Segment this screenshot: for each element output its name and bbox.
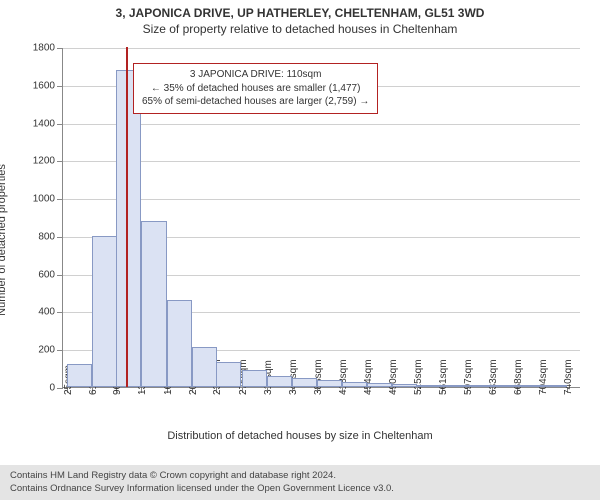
annotation-line: 3 JAPONICA DRIVE: 110sqm (142, 68, 369, 82)
annotation-line: 65% of semi-detached houses are larger (… (142, 95, 369, 109)
histogram-bar (267, 376, 292, 387)
histogram-bar (242, 370, 267, 387)
x-tick-label: 525sqm (413, 359, 424, 395)
plot-area: 02004006008001000120014001600180025sqm61… (62, 48, 580, 388)
x-tick-label: 418sqm (338, 359, 349, 395)
histogram-bar (467, 385, 492, 387)
y-tick-label: 1400 (33, 118, 63, 129)
histogram-bar (367, 383, 392, 387)
histogram-bar (192, 347, 217, 387)
histogram-bar (216, 362, 241, 387)
histogram-bar (317, 380, 342, 387)
annotation-box: 3 JAPONICA DRIVE: 110sqm ← 35% of detach… (133, 63, 378, 114)
x-tick-label: 561sqm (438, 359, 449, 395)
histogram-bar (542, 385, 567, 387)
histogram-bar (392, 384, 417, 387)
chart-title-main: 3, JAPONICA DRIVE, UP HATHERLEY, CHELTEN… (0, 0, 600, 20)
histogram-bar (342, 382, 367, 387)
footer: Contains HM Land Registry data © Crown c… (0, 465, 600, 500)
histogram-bar (141, 221, 166, 387)
chart-title-sub: Size of property relative to detached ho… (0, 20, 600, 40)
y-tick-label: 400 (38, 307, 63, 318)
histogram-bar (292, 378, 317, 387)
y-tick-label: 1000 (33, 194, 63, 205)
histogram-bar (167, 300, 192, 387)
x-axis-label: Distribution of detached houses by size … (0, 430, 600, 442)
footer-line: Contains HM Land Registry data © Crown c… (10, 470, 590, 482)
y-tick-label: 1600 (33, 80, 63, 91)
x-tick-label: 490sqm (388, 359, 399, 395)
x-tick-label: 597sqm (463, 359, 474, 395)
footer-line: Contains Ordnance Survey Information lic… (10, 483, 590, 495)
x-tick-label: 740sqm (563, 359, 574, 395)
y-tick-label: 1800 (33, 43, 63, 54)
y-tick-label: 0 (49, 383, 63, 394)
y-tick-label: 1200 (33, 156, 63, 167)
y-tick-label: 800 (38, 231, 63, 242)
marker-line (126, 47, 128, 387)
chart-container: Number of detached properties 0200400600… (0, 40, 600, 440)
y-tick-label: 200 (38, 345, 63, 356)
x-tick-label: 633sqm (488, 359, 499, 395)
y-tick-label: 600 (38, 269, 63, 280)
histogram-bar (92, 236, 117, 387)
histogram-bar (517, 385, 542, 387)
x-tick-label: 704sqm (538, 359, 549, 395)
x-tick-label: 454sqm (363, 359, 374, 395)
histogram-bar (417, 385, 442, 387)
x-tick-label: 668sqm (513, 359, 524, 395)
histogram-bar (116, 70, 141, 387)
gridline (63, 48, 580, 49)
histogram-bar (67, 364, 92, 387)
histogram-bar (492, 385, 517, 387)
histogram-bar (442, 385, 467, 387)
annotation-line: ← 35% of detached houses are smaller (1,… (142, 82, 369, 96)
